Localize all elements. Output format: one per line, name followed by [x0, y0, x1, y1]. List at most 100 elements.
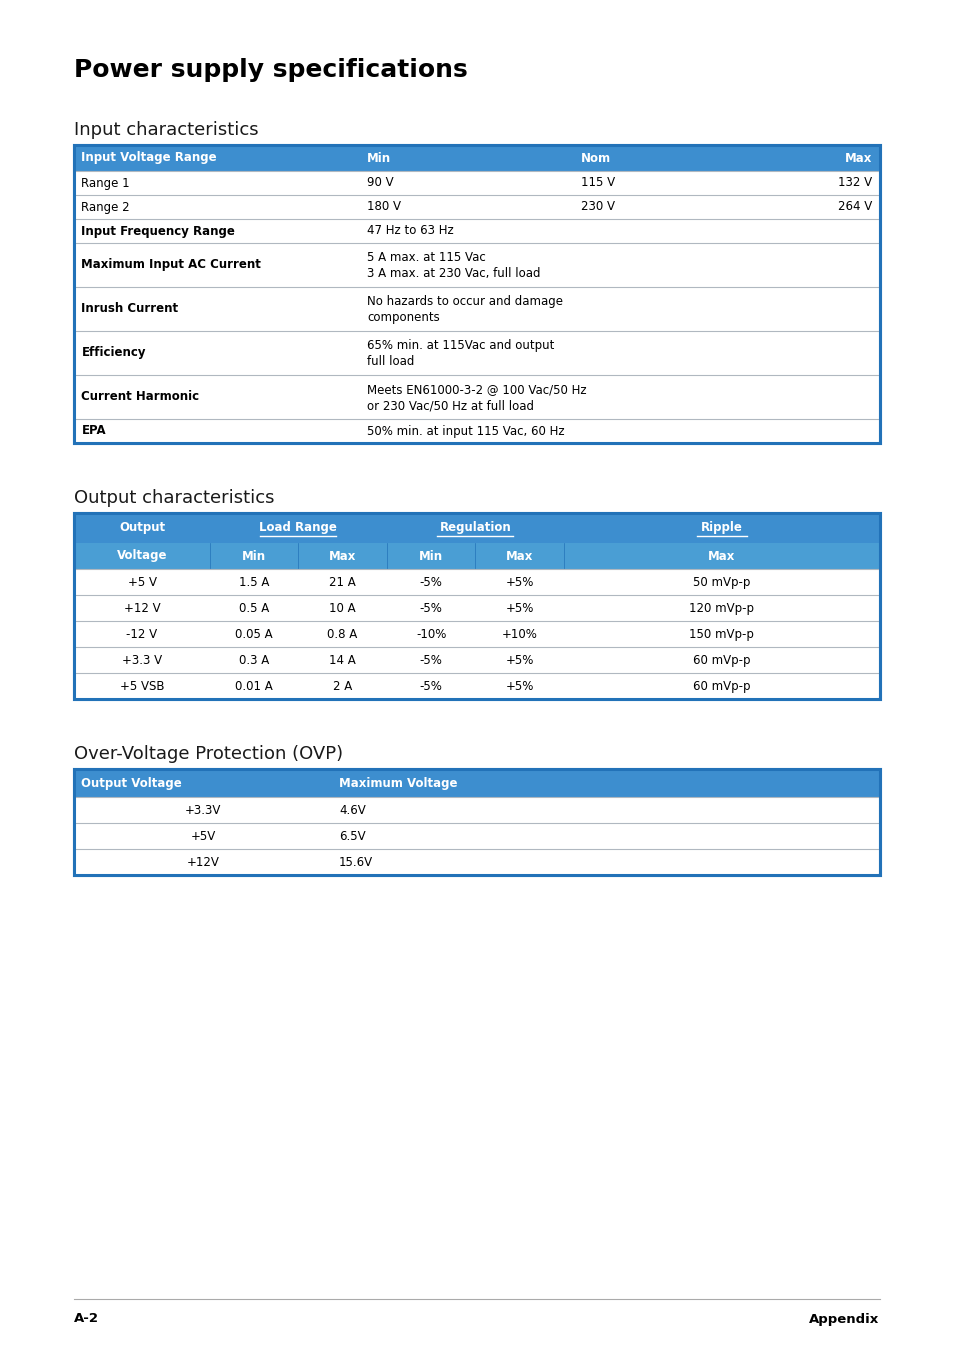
Text: 0.05 A: 0.05 A — [234, 627, 273, 640]
Text: Max: Max — [844, 151, 872, 165]
Text: +5%: +5% — [505, 576, 534, 589]
Bar — [74, 145, 879, 443]
Text: 4.6V: 4.6V — [338, 804, 365, 816]
Text: 230 V: 230 V — [580, 200, 614, 213]
Text: Power supply specifications: Power supply specifications — [74, 58, 468, 82]
Text: or 230 Vac/50 Hz at full load: or 230 Vac/50 Hz at full load — [367, 400, 534, 412]
Text: +5%: +5% — [505, 654, 534, 666]
Text: 90 V: 90 V — [367, 177, 394, 189]
Text: 0.01 A: 0.01 A — [234, 680, 273, 693]
Bar — [76, 172, 877, 195]
Text: Efficiency: Efficiency — [81, 346, 146, 359]
Text: Regulation: Regulation — [439, 521, 511, 535]
Text: Load Range: Load Range — [259, 521, 336, 535]
Bar — [76, 673, 877, 698]
Text: Min: Min — [367, 151, 391, 165]
Text: +5%: +5% — [505, 601, 534, 615]
Bar — [76, 797, 877, 823]
Bar — [74, 513, 879, 543]
Text: Current Harmonic: Current Harmonic — [81, 390, 199, 404]
Bar — [74, 145, 879, 172]
Bar — [74, 513, 879, 698]
Text: +5 VSB: +5 VSB — [120, 680, 164, 693]
Text: 50 mVp-p: 50 mVp-p — [693, 576, 750, 589]
Text: 1.5 A: 1.5 A — [238, 576, 269, 589]
Bar — [76, 594, 877, 621]
Text: 0.5 A: 0.5 A — [238, 601, 269, 615]
Text: -10%: -10% — [416, 627, 446, 640]
Text: Output Voltage: Output Voltage — [81, 777, 182, 789]
Bar — [76, 286, 877, 331]
Text: Over-Voltage Protection (OVP): Over-Voltage Protection (OVP) — [74, 744, 343, 763]
Text: 10 A: 10 A — [329, 601, 355, 615]
Text: Range 2: Range 2 — [81, 200, 130, 213]
Text: Appendix: Appendix — [808, 1313, 879, 1325]
Text: Voltage: Voltage — [116, 550, 167, 562]
Bar — [74, 513, 879, 698]
Text: +5 V: +5 V — [128, 576, 156, 589]
Text: -5%: -5% — [419, 680, 442, 693]
Text: 6.5V: 6.5V — [338, 830, 365, 843]
Text: 5 A max. at 115 Vac: 5 A max. at 115 Vac — [367, 251, 485, 263]
Text: components: components — [367, 311, 439, 324]
Text: Max: Max — [505, 550, 533, 562]
Text: Input characteristics: Input characteristics — [74, 122, 259, 139]
Bar — [74, 769, 879, 875]
Text: 15.6V: 15.6V — [338, 855, 373, 869]
Text: 60 mVp-p: 60 mVp-p — [692, 680, 750, 693]
Text: +3.3 V: +3.3 V — [122, 654, 162, 666]
Bar — [76, 647, 877, 673]
Bar — [76, 823, 877, 848]
Text: +5%: +5% — [505, 680, 534, 693]
Text: Max: Max — [707, 550, 735, 562]
Text: Ripple: Ripple — [700, 521, 742, 535]
Text: Output: Output — [119, 521, 165, 535]
Text: Input Frequency Range: Input Frequency Range — [81, 224, 235, 238]
Text: 65% min. at 115Vac and output: 65% min. at 115Vac and output — [367, 339, 554, 353]
Text: -12 V: -12 V — [127, 627, 157, 640]
Text: 2 A: 2 A — [333, 680, 352, 693]
Text: No hazards to occur and damage: No hazards to occur and damage — [367, 295, 562, 308]
Text: Range 1: Range 1 — [81, 177, 130, 189]
Bar — [74, 543, 879, 569]
Text: 264 V: 264 V — [838, 200, 872, 213]
Text: 0.3 A: 0.3 A — [238, 654, 269, 666]
Text: 120 mVp-p: 120 mVp-p — [689, 601, 754, 615]
Bar — [76, 848, 877, 875]
Text: +3.3V: +3.3V — [185, 804, 221, 816]
Bar — [76, 219, 877, 243]
Bar — [76, 621, 877, 647]
Text: Input Voltage Range: Input Voltage Range — [81, 151, 217, 165]
Text: 21 A: 21 A — [329, 576, 355, 589]
Bar — [74, 145, 879, 443]
Text: 60 mVp-p: 60 mVp-p — [692, 654, 750, 666]
Text: -5%: -5% — [419, 654, 442, 666]
Bar — [74, 769, 879, 875]
Text: 150 mVp-p: 150 mVp-p — [689, 627, 754, 640]
Text: full load: full load — [367, 355, 415, 369]
Text: +12 V: +12 V — [124, 601, 160, 615]
Text: +12V: +12V — [187, 855, 219, 869]
Text: Min: Min — [418, 550, 443, 562]
Bar — [76, 419, 877, 443]
Text: +5V: +5V — [191, 830, 215, 843]
Text: EPA: EPA — [81, 424, 106, 438]
Text: 50% min. at input 115 Vac, 60 Hz: 50% min. at input 115 Vac, 60 Hz — [367, 424, 564, 438]
Text: Meets EN61000-3-2 @ 100 Vac/50 Hz: Meets EN61000-3-2 @ 100 Vac/50 Hz — [367, 384, 586, 396]
Text: Output characteristics: Output characteristics — [74, 489, 274, 507]
Bar — [76, 243, 877, 286]
Bar — [76, 569, 877, 594]
Bar — [74, 769, 879, 797]
Text: +10%: +10% — [501, 627, 537, 640]
Text: 47 Hz to 63 Hz: 47 Hz to 63 Hz — [367, 224, 454, 238]
Text: Nom: Nom — [580, 151, 610, 165]
Text: Min: Min — [242, 550, 266, 562]
Text: 180 V: 180 V — [367, 200, 401, 213]
Text: Inrush Current: Inrush Current — [81, 303, 178, 316]
Text: A-2: A-2 — [74, 1313, 99, 1325]
Text: 0.8 A: 0.8 A — [327, 627, 357, 640]
Bar — [76, 195, 877, 219]
Text: 132 V: 132 V — [838, 177, 872, 189]
Text: 3 A max. at 230 Vac, full load: 3 A max. at 230 Vac, full load — [367, 267, 540, 280]
Text: Maximum Input AC Current: Maximum Input AC Current — [81, 258, 261, 272]
